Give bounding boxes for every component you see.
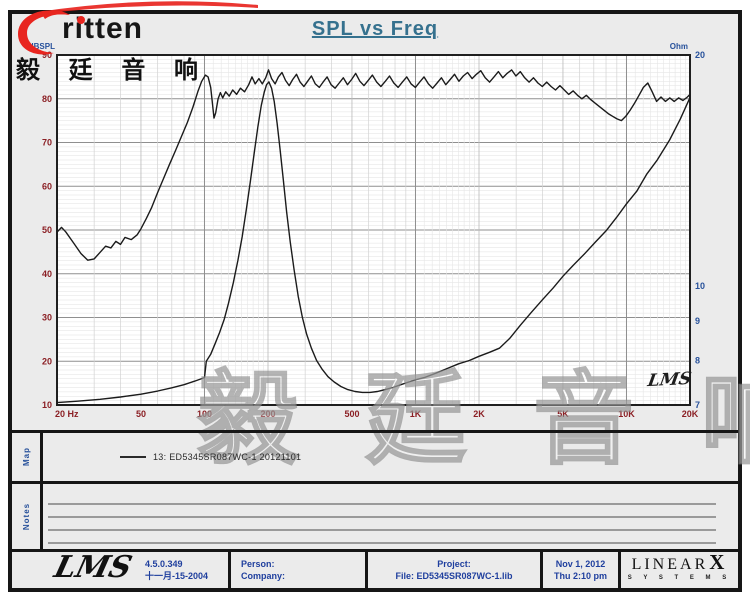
systems-text: S Y S T E M S: [627, 575, 732, 581]
logo-streak-icon: [38, 1, 258, 14]
lms-logo: LMS: [50, 550, 136, 585]
status-project-cell: Project: File: ED5345SR087WC-1.lib: [368, 552, 540, 588]
svg-text:50: 50: [42, 225, 52, 235]
svg-text:50: 50: [136, 409, 146, 419]
svg-text:Ohm: Ohm: [670, 42, 688, 51]
divider-notes-status: [12, 549, 738, 552]
lms-inplot-logo: LMS: [646, 368, 693, 392]
note-rule: [48, 503, 716, 505]
status-date-cell: Nov 1, 2012 Thu 2:10 pm: [543, 552, 618, 588]
company-logo: ritten 毅 廷 音 响: [10, 0, 260, 86]
svg-text:2K: 2K: [473, 409, 485, 419]
chart-title: SPL vs Freq: [311, 18, 439, 40]
svg-text:9: 9: [695, 316, 700, 326]
svg-text:90: 90: [42, 50, 52, 60]
svg-text:30: 30: [42, 313, 52, 323]
file-label: File: ED5345SR087WC-1.lib: [395, 571, 513, 581]
status-divider-4: [618, 552, 621, 588]
person-label: Person:: [241, 559, 275, 569]
linearx-logo: LINEAR X: [631, 550, 728, 574]
notes-area: [44, 484, 738, 548]
note-rule: [48, 542, 716, 544]
svg-text:20K: 20K: [682, 409, 699, 419]
map-label-cell: Map: [13, 433, 40, 480]
status-divider-2: [365, 552, 368, 588]
svg-text:8: 8: [695, 355, 700, 365]
lms-version: 4.5.0.349: [144, 559, 183, 569]
status-person-cell: Person: Company:: [231, 552, 365, 588]
spl-vs-freq-chart: 20 Hz 50 100 200 500 1K 2K 5K 10K 20K 90 80 70 60 50 40…: [29, 42, 705, 419]
company-label: Company:: [241, 571, 286, 581]
divider-map-notes: [12, 481, 738, 484]
status-divider-1: [228, 552, 231, 588]
logo-swoosh-icon: [18, 10, 70, 55]
logo-chinese-name: 毅 廷 音 响: [16, 57, 210, 84]
svg-text:10: 10: [42, 400, 52, 410]
svg-text:1K: 1K: [410, 409, 422, 419]
status-lms-cell: LMS 4.5.0.349 十一月-15-2004: [13, 550, 228, 588]
status-divider-3: [540, 552, 543, 588]
legend-entry: 13: ED5345SR087WC-1 20121101: [153, 451, 302, 462]
linearx-text: LINEAR: [631, 556, 709, 573]
svg-text:80: 80: [42, 94, 52, 104]
svg-text:70: 70: [42, 138, 52, 148]
notes-label-cell: Notes: [13, 484, 40, 548]
lms-version-date: 十一月-15-2004: [144, 571, 208, 581]
logo-wordmark: ritten: [62, 12, 143, 45]
svg-text:20 Hz: 20 Hz: [55, 409, 79, 419]
svg-text:20: 20: [695, 50, 705, 60]
map-label: Map: [22, 447, 31, 466]
notes-label-divider: [40, 484, 43, 549]
svg-text:dBSPL: dBSPL: [29, 42, 55, 51]
time-line: Thu 2:10 pm: [553, 571, 607, 581]
map-label-divider: [40, 433, 43, 481]
logo-i-dot: [77, 16, 85, 24]
divider-chart-map: [12, 430, 738, 433]
linearx-brand-cell: LINEAR X S Y S T E M S: [621, 552, 738, 588]
legend-curve-sample: [120, 455, 146, 458]
svg-text:7: 7: [695, 400, 700, 410]
project-label: Project:: [437, 559, 471, 569]
svg-text:500: 500: [344, 409, 359, 419]
legend-row: 13: ED5345SR087WC-1 20121101: [44, 433, 738, 480]
svg-text:200: 200: [260, 409, 275, 419]
note-rule: [48, 516, 716, 518]
note-rule: [48, 529, 716, 531]
svg-text:10: 10: [695, 281, 705, 291]
linearx-x: X: [709, 550, 728, 574]
svg-text:40: 40: [42, 269, 52, 279]
svg-text:60: 60: [42, 181, 52, 191]
svg-text:5K: 5K: [557, 409, 569, 419]
notes-label: Notes: [22, 502, 32, 530]
svg-text:20: 20: [42, 356, 52, 366]
date-line: Nov 1, 2012: [555, 559, 606, 569]
svg-text:100: 100: [197, 409, 212, 419]
svg-text:10K: 10K: [618, 409, 635, 419]
